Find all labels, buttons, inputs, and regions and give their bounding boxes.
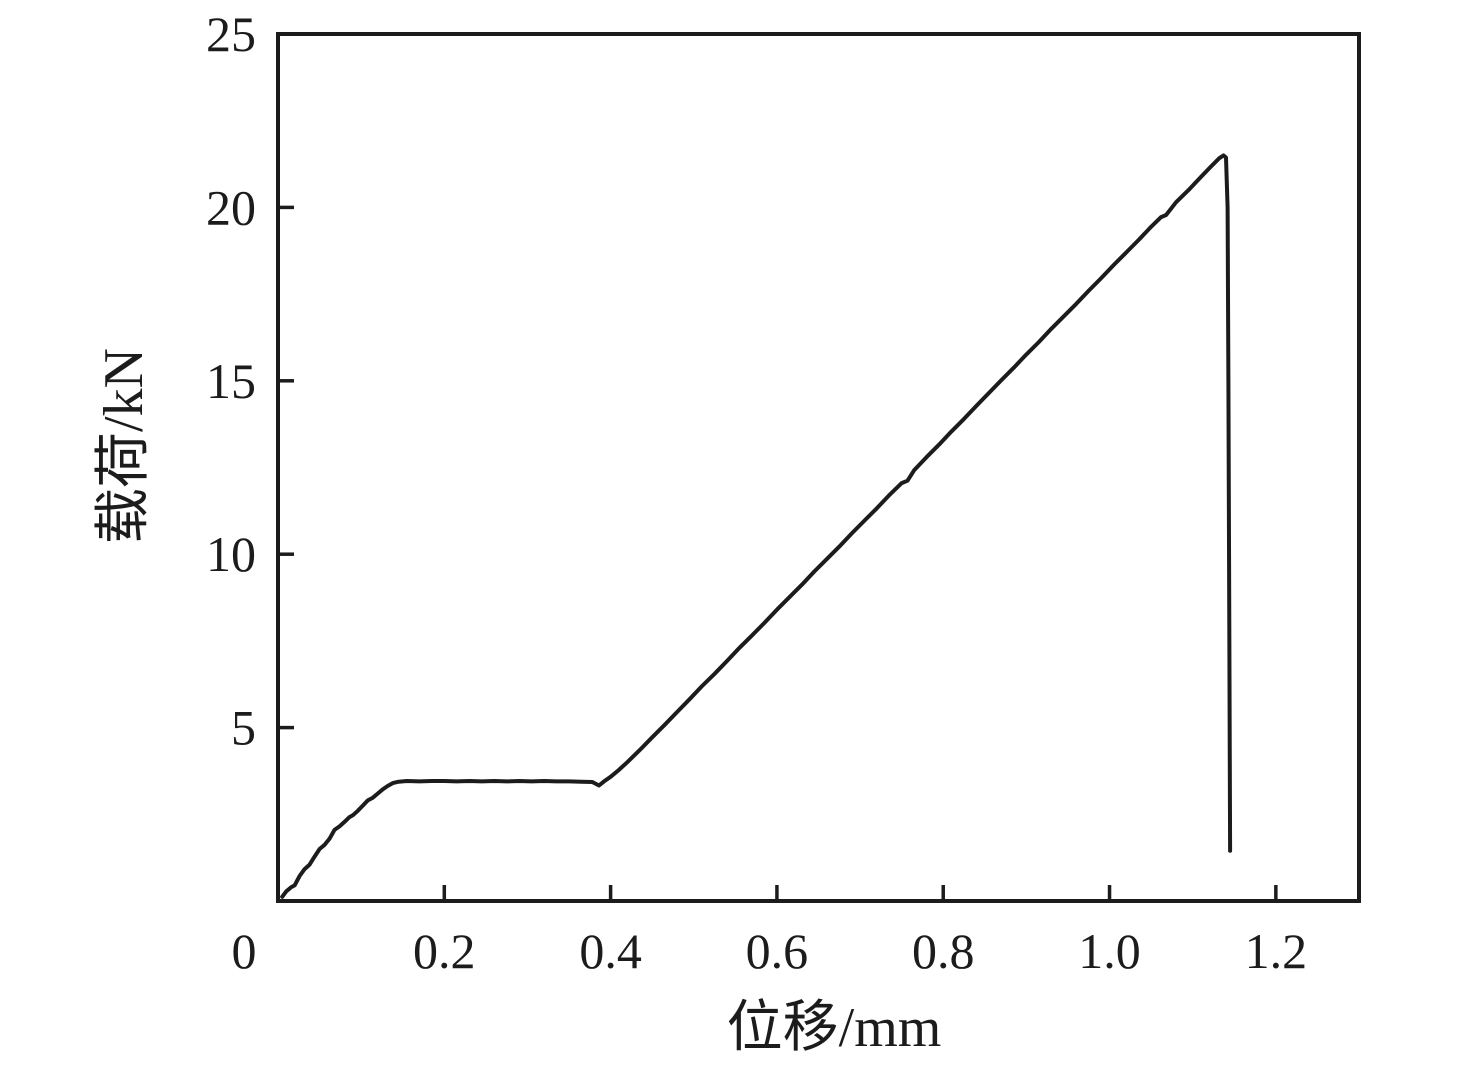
y-tick-label: 25 [206, 6, 256, 62]
axis-tick-labels: 0 0.2 0.4 0.6 0.8 1.0 1.2 5 10 15 20 25 [206, 6, 1307, 979]
load-displacement-curve [280, 153, 1233, 899]
y-tick-label: 15 [206, 353, 256, 409]
x-tick-label: 1.0 [1078, 923, 1141, 979]
x-tick-label: 0 [232, 923, 257, 979]
y-tick-label: 20 [206, 179, 256, 235]
axis-tick-marks [278, 205, 1278, 901]
x-tick-label: 1.2 [1245, 923, 1308, 979]
x-tick-label: 0.2 [413, 923, 476, 979]
x-axis-label: 位移/mm [727, 997, 942, 1059]
plot-frame [276, 32, 1361, 903]
y-tick-label: 10 [206, 526, 256, 582]
x-tick-label: 0.6 [746, 923, 809, 979]
x-tick-label: 0.4 [579, 923, 642, 979]
y-tick-label: 5 [231, 700, 256, 756]
x-tick-label: 0.8 [912, 923, 975, 979]
y-axis-label: 载荷/kN [93, 348, 155, 544]
